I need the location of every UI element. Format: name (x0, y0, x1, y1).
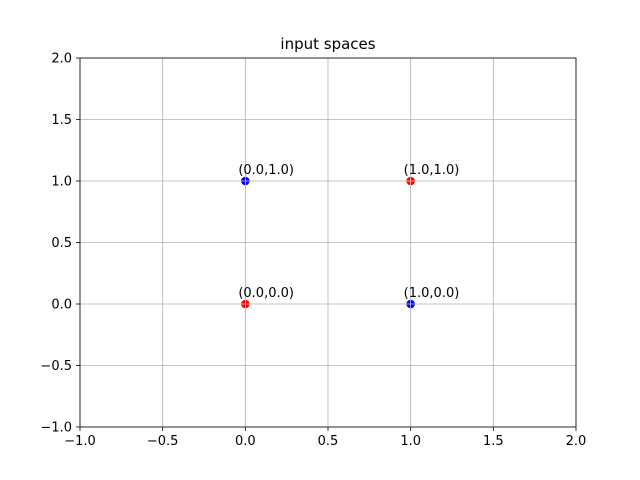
point-label: (0.0,1.0) (238, 163, 294, 178)
point-label: (1.0,1.0) (404, 163, 460, 178)
data-points (241, 176, 415, 309)
ticks: −1.0 −0.5 0.0 0.5 1.0 1.5 2.0 −1.0 −0.5 0.0 0.5 1.0… (40, 52, 586, 450)
chart-title: input spaces (280, 35, 375, 53)
y-tick-label: 0.5 (51, 236, 72, 251)
point-label: (1.0,0.0) (404, 286, 460, 301)
point-label: (0.0,0.0) (238, 286, 294, 301)
y-tick-label: −0.5 (40, 359, 72, 374)
x-tick-label: −0.5 (147, 434, 179, 449)
y-tick-label: 1.5 (51, 113, 72, 128)
y-tick-label: 0.0 (51, 298, 72, 313)
x-tick-label: 1.0 (400, 434, 421, 449)
y-tick-label: 1.0 (51, 175, 72, 190)
x-tick-label: 0.5 (318, 434, 339, 449)
x-tick-label: 2.0 (566, 434, 587, 449)
point-annotations: (0.0,0.0) (0.0,1.0) (1.0,0.0) (1.0,1.0) (238, 163, 459, 301)
x-tick-label: 1.5 (483, 434, 504, 449)
grid (79, 57, 577, 428)
x-tick-label: 0.0 (235, 434, 256, 449)
y-tick-label: 2.0 (51, 52, 72, 67)
x-tick-label: −1.0 (64, 434, 96, 449)
y-tick-label: −1.0 (40, 421, 72, 436)
